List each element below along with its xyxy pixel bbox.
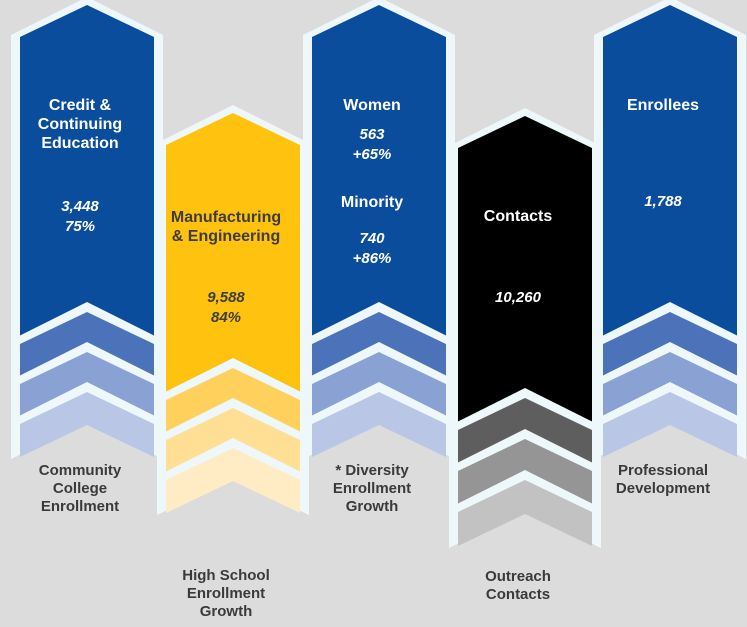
community-college-label: Credit & Continuing Education	[37, 97, 123, 153]
high-school-percent: 84%	[210, 309, 242, 326]
high-school-footer: High School Enrollment Growth	[182, 567, 270, 620]
high-school-label: Manufacturing & Engineering	[170, 209, 282, 246]
women-label: Women	[343, 97, 401, 114]
professional-footer: Professional Development	[615, 462, 711, 497]
diversity-main-chevron	[312, 5, 446, 337]
diversity-footer: * Diversity Enrollment Growth	[332, 462, 412, 515]
professional-main-chevron	[603, 5, 737, 337]
minority-percent: +86%	[352, 250, 392, 267]
enrollees-label: Enrollees	[626, 97, 700, 114]
contacts-label: Contacts	[483, 208, 553, 225]
community-college-footer: Community College Enrollment	[38, 462, 122, 515]
outreach-footer: Outreach Contacts	[485, 568, 551, 603]
outreach-main-chevron	[458, 116, 592, 423]
high-school-main-chevron	[166, 113, 300, 393]
community-college-band-3	[20, 392, 154, 457]
women-percent: +65%	[352, 146, 392, 163]
high-school-count: 9,588	[207, 289, 245, 306]
community-college-percent: 75%	[64, 218, 96, 235]
contacts-count: 10,260	[495, 289, 541, 306]
professional-band-3	[603, 392, 737, 457]
minority-label: Minority	[340, 194, 404, 211]
community-college-main-chevron	[20, 5, 154, 337]
community-college-count: 3,448	[61, 198, 99, 215]
high-school-band-3	[166, 448, 300, 513]
diversity-band-3	[312, 392, 446, 457]
minority-count: 740	[359, 230, 385, 247]
outreach-band-3	[458, 480, 592, 546]
enrollees-count: 1,788	[644, 193, 682, 210]
women-count: 563	[359, 126, 385, 143]
